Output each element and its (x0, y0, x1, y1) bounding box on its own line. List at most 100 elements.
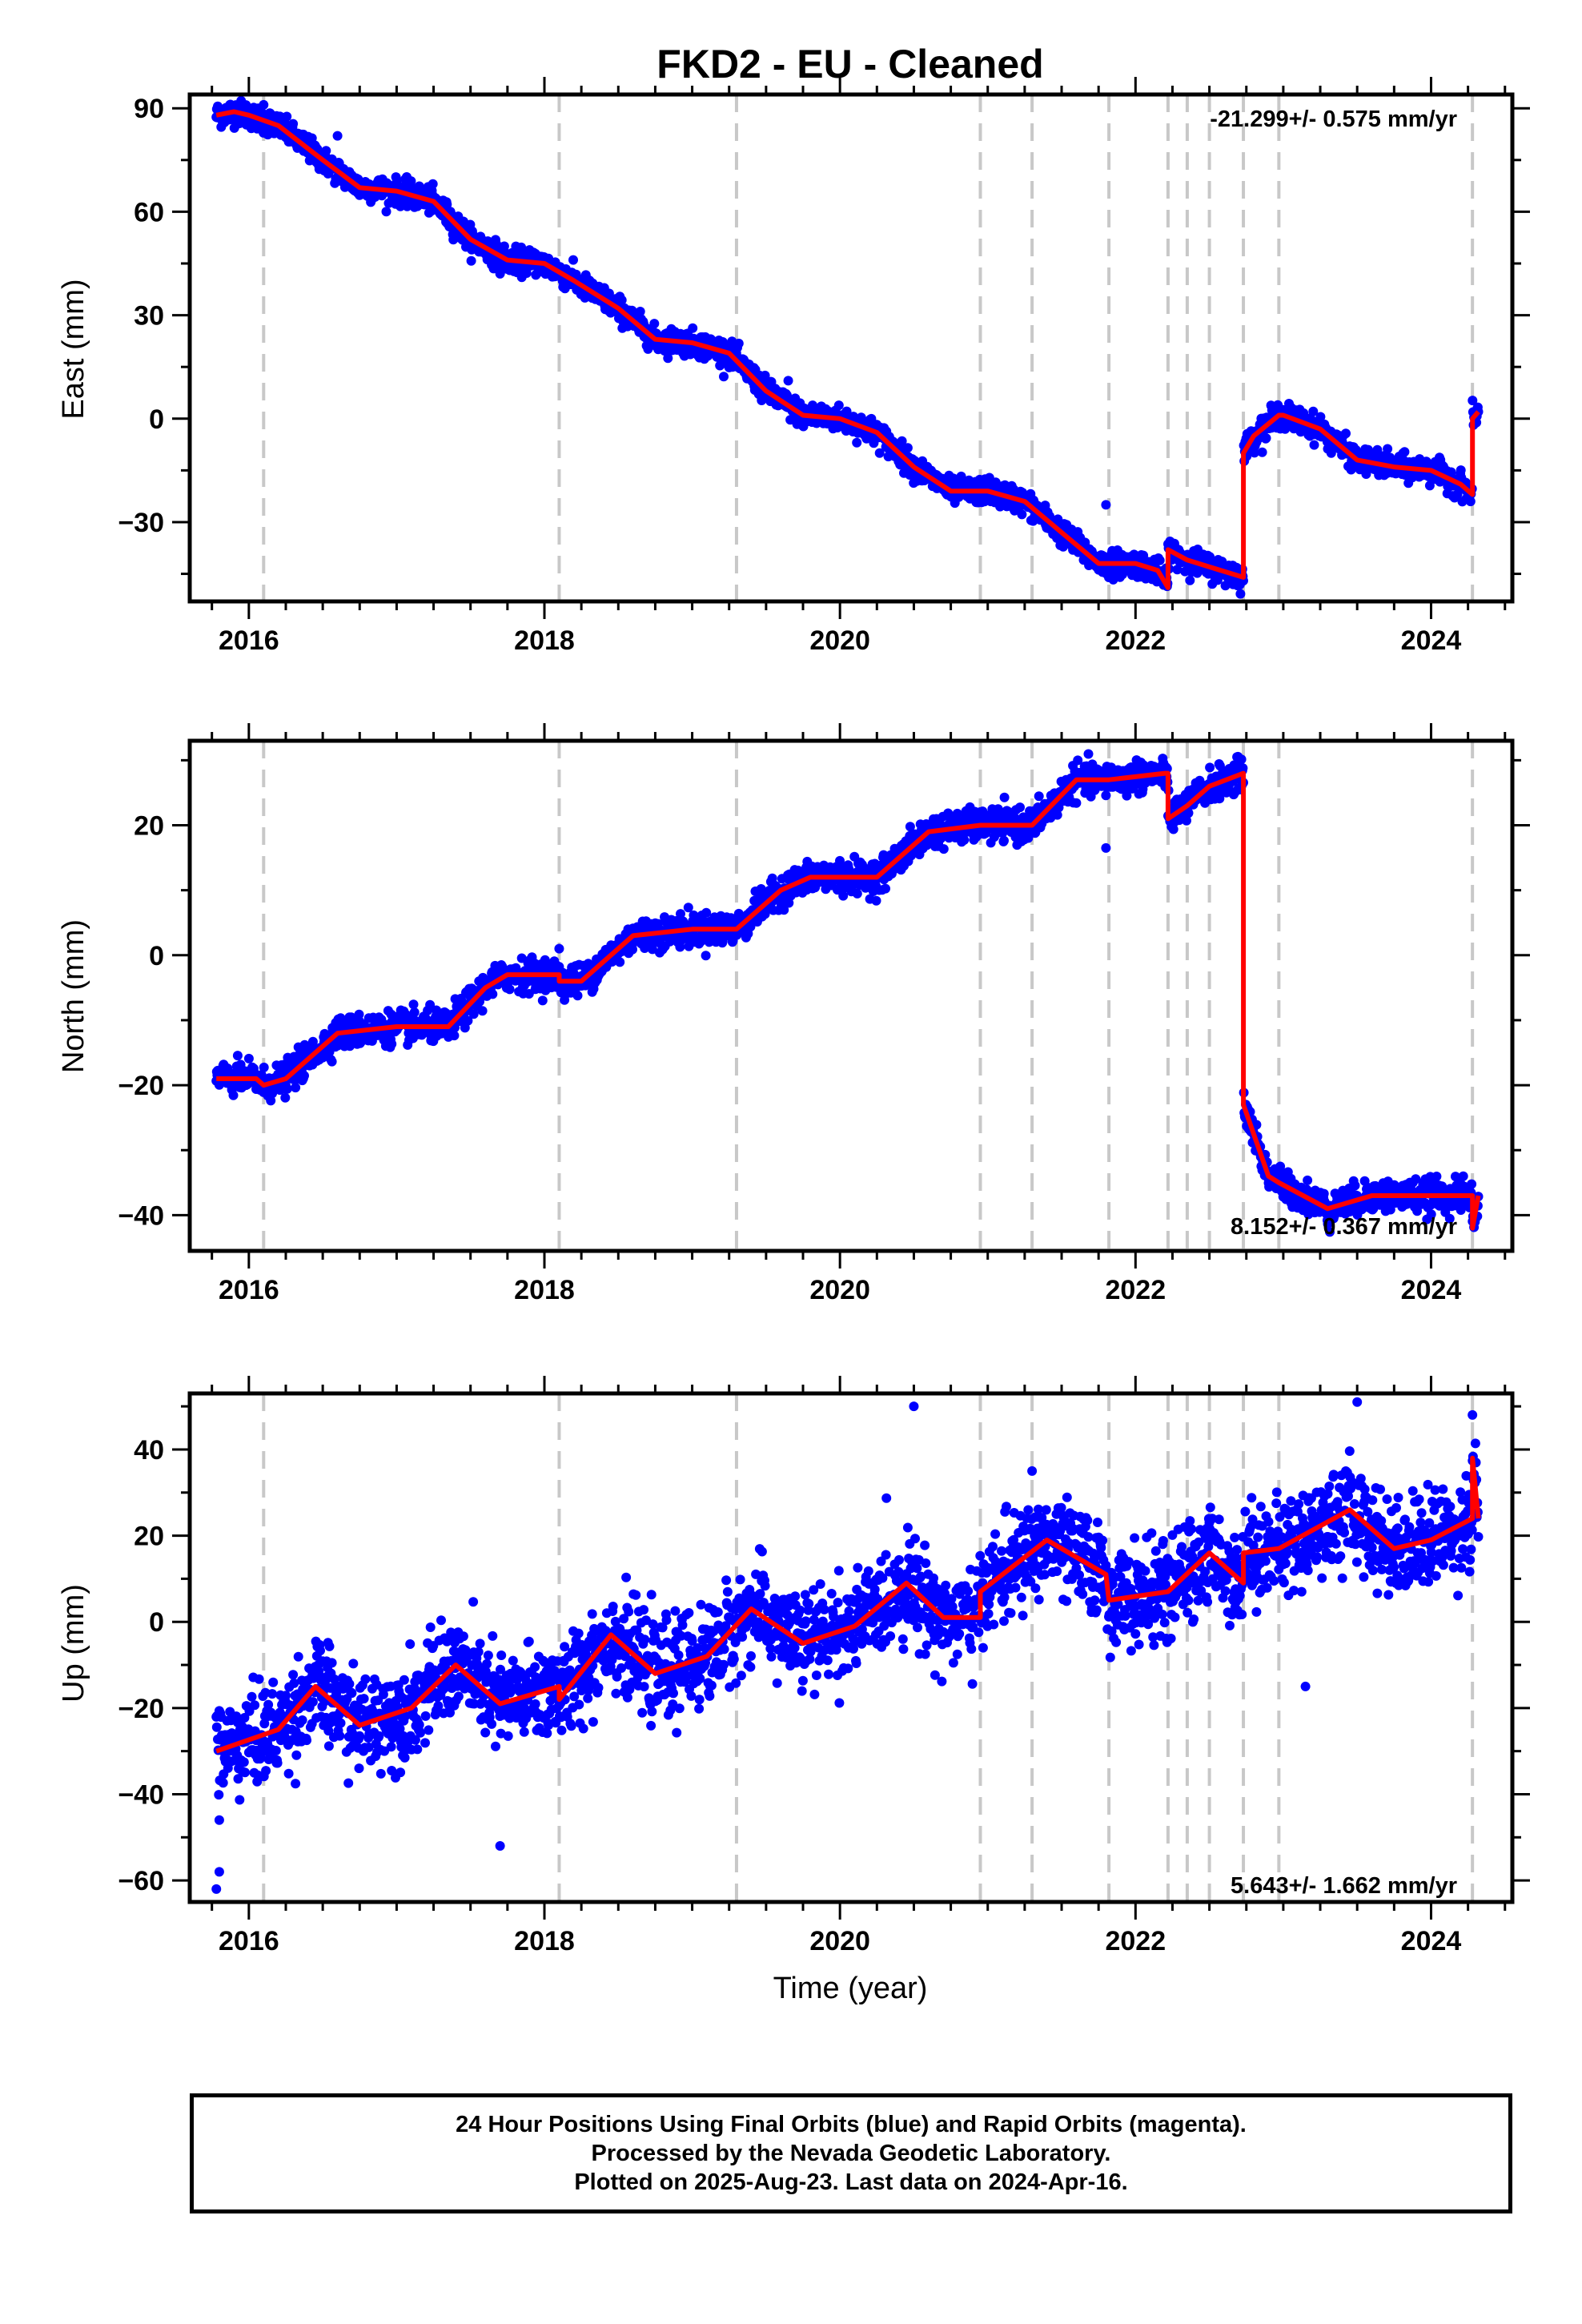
data-point (1456, 465, 1466, 476)
y-tick-label: −30 (118, 508, 164, 538)
data-point (282, 111, 292, 122)
data-point (902, 443, 913, 453)
data-point (1236, 754, 1247, 765)
data-point (488, 989, 498, 999)
data-point (232, 1051, 243, 1061)
data-point (259, 1062, 269, 1072)
chart-title: FKD2 - EU - Cleaned (656, 42, 1043, 86)
data-points (211, 95, 1484, 599)
data-point (838, 891, 849, 901)
data-point (635, 307, 645, 316)
x-tick-label: 2022 (1105, 625, 1166, 656)
data-point (999, 835, 1009, 846)
data-point (881, 883, 890, 894)
data-point (1015, 802, 1025, 813)
data-point (701, 951, 711, 961)
outlier-point (783, 376, 793, 386)
data-point (280, 1092, 291, 1103)
outlier-point (259, 99, 269, 110)
data-point (897, 436, 907, 446)
data-point (999, 792, 1010, 802)
data-point (1249, 448, 1259, 458)
data-point (1257, 447, 1267, 457)
data-point (1083, 749, 1094, 759)
x-tick-label: 2016 (219, 625, 279, 656)
data-point (1399, 447, 1410, 457)
data-point (1185, 575, 1195, 585)
data-point (616, 295, 627, 305)
data-point (504, 984, 515, 995)
data-point (409, 1007, 420, 1018)
data-point (537, 995, 548, 1006)
outlier-point (332, 131, 343, 141)
data-point (425, 999, 436, 1010)
outlier-point (495, 268, 505, 279)
plot-frame (187, 92, 1515, 604)
data-point (1034, 791, 1044, 802)
data-point (1261, 433, 1271, 444)
data-point (615, 957, 625, 967)
data-point (282, 1084, 292, 1094)
data-point (477, 1006, 488, 1016)
data-point (1303, 1175, 1313, 1185)
x-tick-label: 2020 (809, 625, 870, 656)
y-tick-label: 60 (134, 197, 164, 227)
data-point (1017, 509, 1027, 520)
y-tick-label: 0 (149, 404, 164, 435)
data-point (521, 268, 532, 278)
data-point (442, 199, 452, 210)
data-point (321, 146, 331, 156)
data-point (288, 119, 299, 129)
data-point (291, 1083, 301, 1093)
y-tick-label: 90 (134, 94, 164, 124)
data-point (649, 319, 660, 329)
data-point (381, 207, 391, 217)
data-point (387, 1039, 397, 1049)
data-point (643, 344, 653, 354)
data-point (1468, 396, 1478, 406)
data-point (1172, 565, 1182, 575)
data-point (572, 991, 583, 1001)
data-point (1341, 428, 1351, 439)
data-point (266, 1096, 276, 1106)
data-point (852, 437, 862, 448)
east-rate-label: -21.299+/- 0.575 mm/yr (1210, 107, 1457, 132)
data-point (688, 323, 698, 333)
data-point (327, 1056, 337, 1067)
data-point (354, 1009, 364, 1019)
data-point (833, 400, 844, 411)
model-line (215, 109, 1480, 590)
outlier-point (1101, 500, 1111, 510)
data-point (852, 888, 862, 899)
data-point (1315, 412, 1326, 422)
y-tick-label: 30 (134, 301, 164, 332)
data-point (299, 1071, 309, 1081)
data-point (733, 338, 744, 348)
data-point (568, 255, 578, 265)
data-point (1383, 444, 1393, 454)
data-point (701, 907, 712, 918)
data-point (1309, 440, 1319, 450)
data-point (871, 895, 881, 906)
data-points (211, 749, 1484, 1237)
data-point (1235, 589, 1246, 599)
data-point (1465, 497, 1476, 507)
data-point (428, 179, 438, 189)
data-point (228, 1090, 239, 1100)
x-tick-label: 2024 (1401, 625, 1462, 656)
data-point (408, 999, 419, 1010)
data-point (874, 448, 885, 458)
data-point (1154, 555, 1165, 565)
data-point (466, 255, 476, 266)
data-point (307, 1036, 318, 1047)
data-point (1205, 762, 1215, 773)
data-point (1101, 790, 1111, 801)
data-point (243, 1053, 254, 1063)
data-point (663, 353, 673, 364)
data-point (628, 944, 637, 955)
east-axis-label: East (mm) (57, 279, 90, 419)
data-point (719, 372, 729, 382)
data-point (938, 844, 949, 854)
